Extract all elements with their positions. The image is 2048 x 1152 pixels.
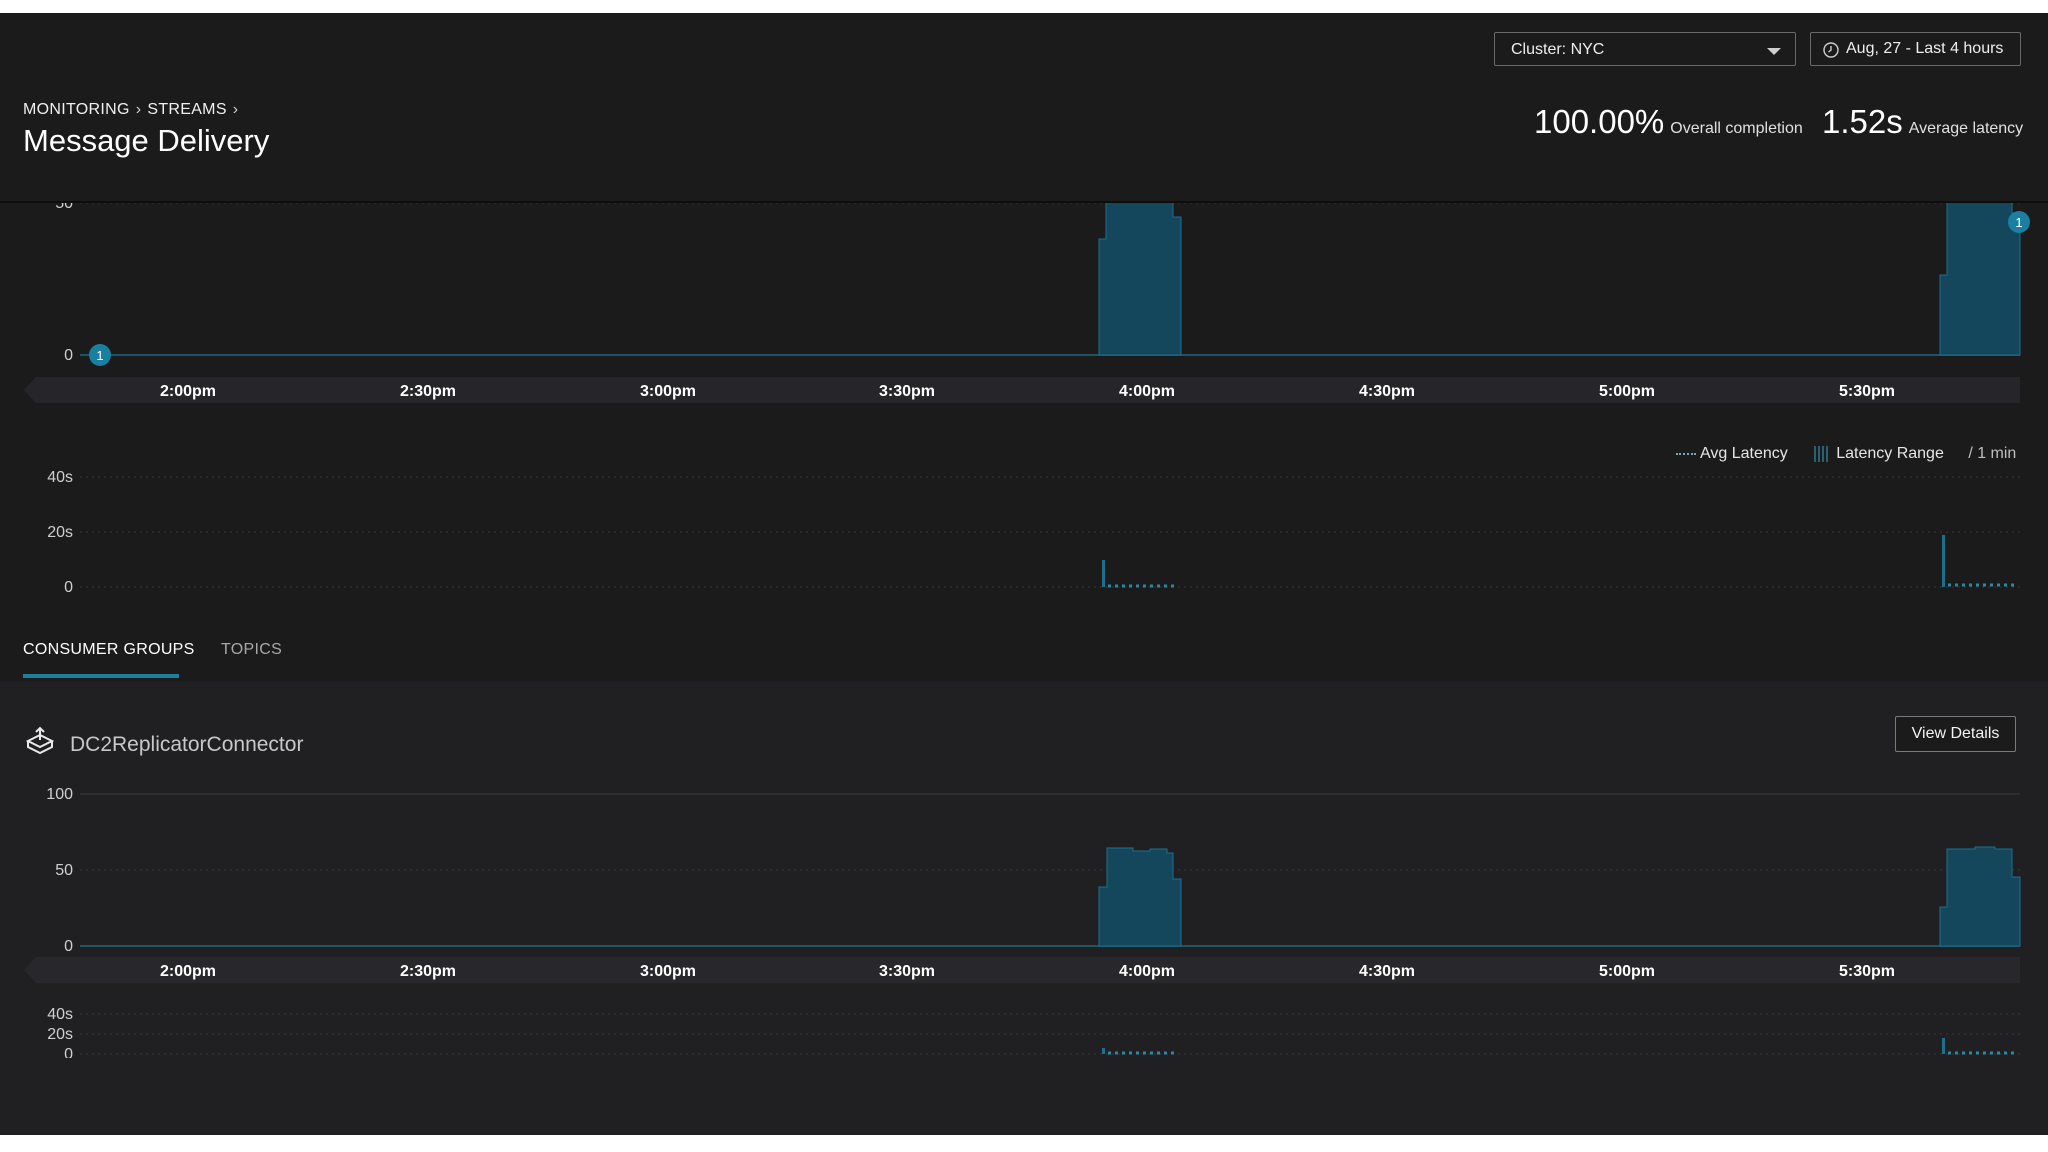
- y-tick-0: 0: [64, 938, 73, 955]
- latency-range-bar: [1942, 535, 1945, 587]
- throughput-burst-2: [1939, 200, 2021, 356]
- time-tick: 5:30pm: [1839, 963, 1895, 980]
- overall-completion-label: Overall completion: [1670, 120, 1803, 137]
- consumer-group-panel: [0, 681, 2048, 1135]
- breadcrumb-chevron-icon: ›: [232, 101, 239, 118]
- time-tick: 3:00pm: [640, 383, 696, 400]
- time-tick: 5:00pm: [1599, 383, 1655, 400]
- avg-latency-swatch: [1676, 452, 1696, 455]
- latency-y-tick-40s: 40s: [47, 469, 73, 486]
- tab-topics[interactable]: TOPICS: [221, 641, 283, 658]
- overall-completion-metric: 100.00% Overall completion: [1534, 103, 1803, 141]
- average-latency-metric: 1.52s Average latency: [1822, 103, 2023, 141]
- breadcrumb: MONITORING › STREAMS ›: [23, 101, 244, 119]
- view-details-button[interactable]: View Details: [1895, 716, 2016, 752]
- y-tick-100: 100: [46, 786, 73, 803]
- consumer-time-axis: 2:00pm 2:30pm 3:00pm 3:30pm 4:00pm 4:30p…: [24, 957, 2020, 983]
- legend-latency-range: Latency Range: [1836, 445, 1944, 462]
- consumer-throughput-chart: 100 50 0: [46, 786, 2021, 955]
- latency-y-tick-0: 0: [64, 1046, 73, 1058]
- time-tick: 3:00pm: [640, 963, 696, 980]
- event-marker-count: 1: [2015, 215, 2022, 230]
- time-tick: 4:00pm: [1119, 383, 1175, 400]
- breadcrumb-streams[interactable]: STREAMS: [147, 101, 227, 118]
- event-marker-count: 1: [96, 348, 103, 363]
- time-tick: 5:00pm: [1599, 963, 1655, 980]
- latency-legend: Avg Latency Latency Range / 1 min: [1676, 445, 2016, 463]
- clock-icon: [1823, 42, 1839, 58]
- legend-avg-latency: Avg Latency: [1700, 445, 1788, 462]
- throughput-burst-2: [1939, 846, 2021, 947]
- y-tick-0: 0: [64, 347, 73, 364]
- latency-y-tick-20s: 20s: [47, 524, 73, 541]
- time-axis-band: [24, 957, 2020, 983]
- average-latency-label: Average latency: [1908, 120, 2024, 137]
- chevron-down-icon: [1767, 48, 1781, 55]
- time-tick: 4:30pm: [1359, 383, 1415, 400]
- time-axis-band: [24, 377, 2020, 403]
- event-marker[interactable]: 1: [89, 344, 111, 366]
- average-latency-value: 1.52s: [1822, 103, 1903, 140]
- time-tick: 3:30pm: [879, 383, 935, 400]
- latency-range-bar: [1942, 1038, 1945, 1054]
- time-tick: 5:30pm: [1839, 383, 1895, 400]
- cluster-select-value: Cluster: NYC: [1511, 41, 1605, 58]
- latency-y-tick-0: 0: [64, 579, 73, 596]
- overall-completion-value: 100.00%: [1534, 103, 1665, 140]
- latency-y-tick-20s: 20s: [47, 1026, 73, 1043]
- legend-interval: / 1 min: [1968, 445, 2017, 462]
- breadcrumb-monitoring[interactable]: MONITORING: [23, 101, 130, 118]
- time-tick: 2:00pm: [160, 963, 216, 980]
- time-tick: 2:30pm: [400, 383, 456, 400]
- top-latency-chart: 40s 20s 0: [47, 469, 2020, 596]
- latency-range-bar: [1102, 1048, 1105, 1054]
- throughput-burst-1: [1098, 847, 1182, 947]
- top-throughput-chart: 50 0 1 1 2:00pm 2:30pm 3:00pm 3:30pm 4:0…: [24, 195, 2030, 403]
- latency-range-bar: [1102, 560, 1105, 587]
- date-range-button[interactable]: Aug, 27 - Last 4 hours: [1810, 32, 2021, 66]
- active-tab-indicator: [23, 674, 179, 678]
- tab-consumer-groups[interactable]: CONSUMER GROUPS: [23, 641, 195, 658]
- time-tick: 2:30pm: [400, 963, 456, 980]
- consumer-latency-chart: 40s 20s 0: [47, 1006, 2020, 1058]
- consumer-group-name: DC2ReplicatorConnector: [70, 733, 304, 756]
- consumer-group-icon: [25, 726, 55, 755]
- event-marker[interactable]: 1: [2008, 211, 2030, 233]
- time-tick: 4:00pm: [1119, 963, 1175, 980]
- time-tick: 3:30pm: [879, 963, 935, 980]
- breadcrumb-chevron-icon: ›: [135, 101, 142, 118]
- y-tick-50: 50: [55, 862, 73, 879]
- page-header: MONITORING › STREAMS › Message Delivery Clu…: [0, 13, 2048, 203]
- latency-range-swatch: [1814, 445, 1831, 462]
- time-tick: 2:00pm: [160, 383, 216, 400]
- date-range-value: Aug, 27 - Last 4 hours: [1846, 40, 2004, 57]
- throughput-burst-1: [1098, 200, 1182, 356]
- time-tick: 4:30pm: [1359, 963, 1415, 980]
- app-root: 50 0 1 1 2:00pm 2:30pm 3:00pm 3:30pm 4:0…: [0, 13, 2048, 1135]
- page-title: Message Delivery: [23, 123, 270, 158]
- cluster-select[interactable]: Cluster: NYC: [1494, 32, 1796, 66]
- latency-y-tick-40s: 40s: [47, 1006, 73, 1023]
